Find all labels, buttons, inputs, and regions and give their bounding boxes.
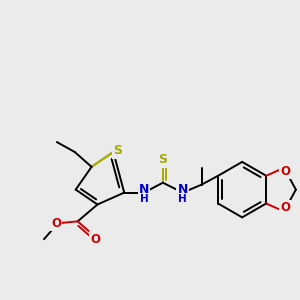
Text: H: H [178,194,187,203]
Text: N: N [178,183,188,196]
Text: O: O [91,233,100,246]
Text: O: O [51,217,61,230]
Text: S: S [113,145,122,158]
Text: H: H [140,194,148,203]
Text: O: O [280,201,290,214]
Text: O: O [280,165,290,178]
Text: S: S [158,153,167,167]
Text: N: N [139,183,149,196]
